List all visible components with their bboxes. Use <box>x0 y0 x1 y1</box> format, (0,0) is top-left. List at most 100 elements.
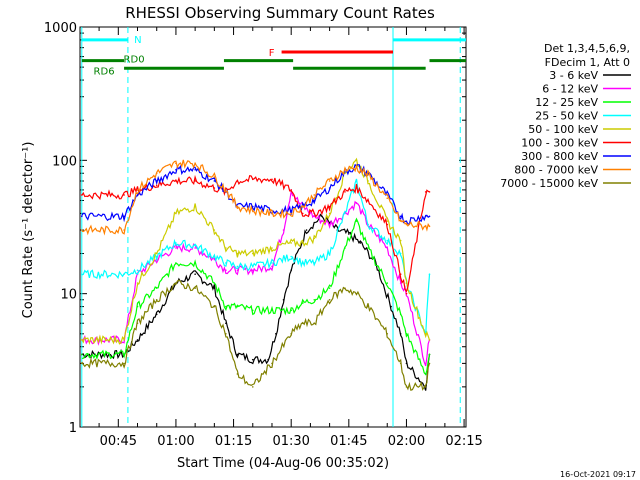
data-point <box>428 215 431 218</box>
data-point <box>328 298 331 301</box>
data-point <box>359 242 362 244</box>
data-point <box>213 176 216 178</box>
series-line-6-12-kev <box>81 191 431 367</box>
data-point <box>251 386 254 388</box>
data-point <box>213 305 216 308</box>
data-point <box>424 215 427 218</box>
plot-frame <box>79 26 467 428</box>
data-point <box>236 180 239 182</box>
legend-label-300-800-kev: 300 - 800 keV <box>521 150 598 163</box>
data-point <box>123 339 125 341</box>
data-point <box>123 229 125 231</box>
data-point <box>225 247 227 249</box>
y-tick-label: 1000 <box>44 21 77 36</box>
data-point <box>386 282 389 284</box>
data-point <box>399 273 402 275</box>
data-point <box>194 205 196 208</box>
data-point <box>282 298 285 301</box>
data-point <box>236 252 239 255</box>
data-point <box>305 229 308 231</box>
data-point <box>123 353 125 356</box>
data-point <box>251 178 254 181</box>
data-point <box>290 212 292 215</box>
data-point <box>290 269 292 271</box>
data-point <box>194 262 196 264</box>
legend-label-25-50-kev: 25 - 50 keV <box>535 110 598 123</box>
data-point <box>428 339 431 341</box>
data-point <box>313 298 316 301</box>
data-point <box>81 273 83 275</box>
legend-label-12-25-kev: 12 - 25 keV <box>535 96 598 109</box>
data-point <box>344 247 346 249</box>
data-point <box>275 333 277 335</box>
legend-header-line-2: FDecim 1, Att 0 <box>545 56 630 69</box>
data-point <box>213 180 216 182</box>
legend-label-6-12-kev: 6 - 12 keV <box>542 83 598 96</box>
data-point <box>236 353 239 356</box>
data-point <box>81 194 83 196</box>
data-point <box>405 333 408 335</box>
x-tick-label: 02:00 <box>388 434 425 449</box>
data-point <box>405 282 408 284</box>
data-point <box>399 313 402 316</box>
data-point <box>136 305 139 308</box>
data-point <box>355 180 358 182</box>
flag-label-rd6: RD6 <box>94 66 115 77</box>
legend-label-800-7000-kev: 800 - 7000 keV <box>514 164 598 177</box>
data-point <box>136 269 139 271</box>
data-point <box>328 287 331 289</box>
data-point <box>175 282 177 284</box>
data-point <box>251 252 254 255</box>
data-point <box>386 223 389 226</box>
data-point <box>301 212 304 215</box>
data-point <box>213 255 216 258</box>
data-point <box>225 262 227 264</box>
data-point <box>155 313 158 316</box>
data-point <box>81 215 83 218</box>
x-tick-label: 02:15 <box>445 434 482 449</box>
data-point <box>290 255 292 258</box>
data-point <box>81 339 83 341</box>
data-point <box>271 212 273 215</box>
data-point <box>175 212 177 215</box>
data-point <box>81 353 83 356</box>
series-line-100-300-kev <box>81 174 430 293</box>
data-point <box>290 309 292 312</box>
data-point <box>155 252 158 255</box>
data-point <box>367 223 369 226</box>
data-point <box>344 212 346 215</box>
data-point <box>155 172 158 175</box>
data-point <box>313 194 316 196</box>
data-point <box>428 225 431 228</box>
data-point <box>271 247 273 249</box>
data-point <box>155 184 158 187</box>
data-point <box>251 209 254 212</box>
series-line-800-7000-kev <box>81 159 430 236</box>
flag-label-n: N <box>134 35 141 46</box>
series-line-50-100-kev <box>81 157 431 346</box>
series-800-7000-kev <box>81 159 431 236</box>
data-point <box>424 225 427 228</box>
data-point <box>328 187 331 189</box>
data-point <box>424 333 427 335</box>
data-point <box>399 252 402 255</box>
data-point <box>175 180 177 182</box>
data-point <box>301 322 304 325</box>
data-point <box>399 215 402 218</box>
data-point <box>313 237 316 240</box>
data-point <box>386 239 389 242</box>
data-point <box>175 262 177 264</box>
data-point <box>405 220 408 222</box>
data-point <box>386 333 389 335</box>
data-point <box>236 265 239 268</box>
data-point <box>194 244 196 247</box>
data-point <box>271 262 273 264</box>
data-point <box>399 220 402 222</box>
data-point <box>399 333 402 335</box>
data-point <box>213 187 216 189</box>
x-axis-label: Start Time (04-Aug-06 00:35:02) <box>177 456 389 471</box>
data-point <box>355 202 358 204</box>
data-point <box>236 373 239 375</box>
data-point <box>271 309 273 312</box>
data-point <box>81 362 83 365</box>
